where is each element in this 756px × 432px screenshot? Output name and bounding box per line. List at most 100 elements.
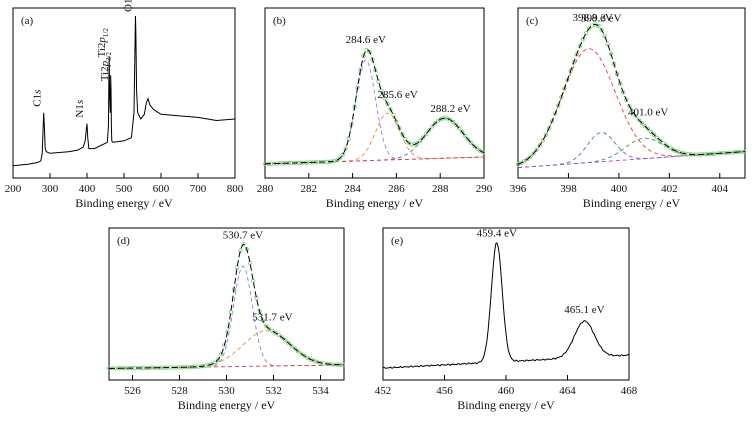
data-point [305, 355, 310, 361]
data-point [565, 77, 570, 82]
panel-a: 200 300 400 500 600 700 800 Binding energy / eV… [5, 0, 244, 210]
x-axis-label: Binding energy / eV [326, 196, 424, 210]
data-point [337, 156, 342, 161]
data-point [664, 143, 669, 148]
plot-frame [264, 7, 485, 179]
peak-label-2: 285.6 eV [377, 89, 417, 101]
peak-annotation-ti2p32: Ti2p3/2 [99, 51, 113, 81]
data-point [562, 86, 567, 91]
panel-label: (b) [273, 15, 286, 27]
x-tick-label: 532 [265, 385, 282, 397]
data-point [299, 351, 304, 356]
data-point [661, 140, 666, 146]
x-tick-label: 452 [375, 385, 392, 397]
fit-component-peak-3 [264, 117, 485, 165]
data-point [433, 121, 438, 126]
data-point [549, 119, 555, 124]
x-tick-label: 456 [436, 385, 453, 397]
data-point [228, 309, 233, 315]
data-point [391, 112, 396, 118]
x-tick-label: 468 [621, 385, 638, 397]
data-point [627, 104, 632, 109]
data-point [528, 154, 533, 159]
data-point [630, 109, 635, 114]
data-point [406, 140, 411, 145]
data-point [367, 49, 372, 54]
data-point [462, 133, 468, 138]
survey-spectrum-line [12, 15, 236, 167]
data-point [267, 326, 272, 332]
fit-component-peak-2 [517, 132, 746, 169]
x-tick-label: 400 [611, 183, 628, 195]
data-point [534, 147, 539, 152]
x-tick-label: 534 [312, 385, 329, 397]
data-point [518, 160, 524, 166]
fit-envelope-line [108, 243, 345, 369]
fit-component-peak-1 [108, 265, 345, 369]
x-tick-label: 404 [712, 183, 729, 195]
x-tick-label: 800 [227, 183, 244, 195]
data-point [596, 23, 601, 29]
x-tick-label: 282 [301, 183, 318, 195]
data-point [667, 145, 672, 150]
data-point [247, 260, 253, 266]
panel-b: 280 282 284 286 288 290 Binding energy / eV (b)… [257, 7, 493, 210]
data-point [633, 113, 638, 119]
x-tick-label: 280 [257, 183, 274, 195]
data-point [388, 107, 393, 112]
fit-envelope-line [264, 49, 485, 165]
fit-component-peak-2 [108, 330, 345, 369]
data-point [559, 94, 564, 100]
data-point [531, 151, 536, 156]
peak-annotation-o1s: O1s [122, 0, 134, 12]
data-point [474, 146, 480, 151]
data-point [468, 140, 474, 145]
data-point [385, 101, 390, 106]
panel-c: 396 398 400 402 404 Binding energy / eV (c) 398… [510, 7, 747, 210]
panel-e: 452 456 460 464 468 Binding energy / eV (e) 459… [375, 227, 638, 412]
peak-label-1: 284.6 eV [346, 34, 386, 46]
x-tick-label: 500 [116, 183, 133, 195]
data-point [430, 124, 435, 129]
x-axis-label: Binding energy / eV [75, 196, 173, 210]
data-point [537, 143, 542, 148]
data-point [580, 37, 586, 42]
panel-label: (d) [117, 235, 130, 247]
data-point [639, 120, 644, 126]
peak-label-2: 399.3 eV [581, 12, 621, 24]
data-point [648, 129, 654, 135]
data-point [618, 81, 623, 86]
data-point [525, 157, 530, 162]
data-point [658, 138, 663, 143]
data-point [400, 132, 405, 137]
data-point [397, 125, 402, 131]
data-point [260, 318, 265, 323]
data-point [343, 146, 348, 151]
peak-annotation-n1s: N1s [74, 100, 86, 118]
data-point [480, 150, 486, 155]
peak-annotation-c1s: C1s [31, 90, 43, 107]
data-point [459, 129, 465, 135]
data-point [543, 132, 549, 137]
data-point [602, 33, 607, 39]
fit-background-line [108, 364, 345, 369]
data-point [571, 60, 576, 65]
data-point [456, 126, 462, 131]
x-tick-label: 460 [498, 385, 515, 397]
peak-label-3: 401.0 eV [628, 106, 668, 118]
data-point [599, 27, 604, 32]
data-point [251, 278, 256, 283]
data-point [212, 360, 217, 365]
x-tick-label: 288 [432, 183, 449, 195]
data-point [421, 135, 426, 140]
peak-label-2: 465.1 eV [564, 304, 604, 316]
data-point [583, 30, 589, 36]
data-point [427, 127, 432, 133]
x-axis-label: Binding energy / eV [178, 398, 276, 412]
peak-label-1: 398.8 eV [572, 12, 612, 24]
data-point [556, 103, 561, 108]
data-point [219, 352, 224, 357]
data-point [334, 158, 339, 163]
data-point [286, 340, 291, 346]
